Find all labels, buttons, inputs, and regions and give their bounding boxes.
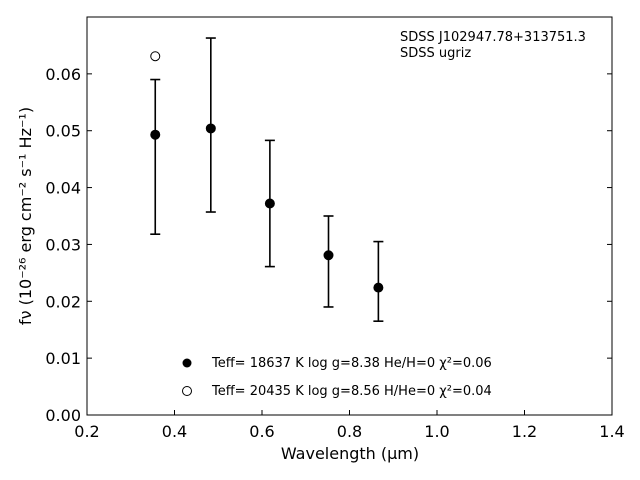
error-bars: [150, 37, 384, 322]
legend-label-series-1: Teff= 18637 K log g=8.38 He/H=0 χ²=0.06: [211, 356, 492, 371]
y-tick-label-1: 0.01: [45, 349, 81, 368]
error-bar-4: [373, 240, 384, 322]
y-tick-label-4: 0.04: [45, 179, 81, 198]
data-point-s1-2: [264, 198, 275, 209]
legend-marker-open: [182, 386, 192, 396]
x-tick-label-0: 0.2: [74, 422, 99, 441]
y-tick-label-0: 0.00: [45, 406, 81, 425]
y-tick-label-3: 0.03: [45, 235, 81, 254]
x-axis-title: Wavelength (μm): [281, 444, 419, 463]
data-point-s1-4: [373, 282, 384, 293]
x-tick-label-1: 0.4: [162, 422, 187, 441]
legend-label-series-2: Teff= 20435 K log g=8.56 H/He=0 χ²=0.04: [211, 384, 492, 399]
x-tick-label-4: 1.0: [424, 422, 449, 441]
data-point-s1-3: [323, 250, 334, 261]
annotation-object-name: SDSS J102947.78+313751.3: [400, 30, 586, 45]
x-tick-label-5: 1.2: [512, 422, 537, 441]
y-tick-label-2: 0.02: [45, 292, 81, 311]
x-tick-label-3: 0.8: [337, 422, 362, 441]
x-tick-label-2: 0.6: [249, 422, 274, 441]
y-tick-label-5: 0.05: [45, 122, 81, 141]
data-point-s1-1: [205, 123, 216, 134]
axis-ticks: 0.2 0.4 0.6 0.8 1.0 1.2 1.4 0.00 0.01 0.02 0.03 0.0…: [45, 65, 624, 441]
y-axis-title: fν (10⁻²⁶ erg cm⁻² s⁻¹ Hz⁻¹): [16, 107, 35, 325]
data-point-s2-0: [150, 51, 161, 62]
legend-marker-filled: [182, 358, 192, 368]
y-tick-label-6: 0.06: [45, 65, 81, 84]
error-bar-0: [150, 78, 161, 235]
x-tick-label-6: 1.4: [599, 422, 624, 441]
error-bar-3: [323, 215, 334, 308]
annotation-filter-set: SDSS ugriz: [400, 46, 471, 61]
legend: Teff= 18637 K log g=8.38 He/H=0 χ²=0.06 …: [182, 356, 492, 399]
data-point-s1-0: [150, 129, 161, 140]
data-points: [150, 51, 384, 293]
